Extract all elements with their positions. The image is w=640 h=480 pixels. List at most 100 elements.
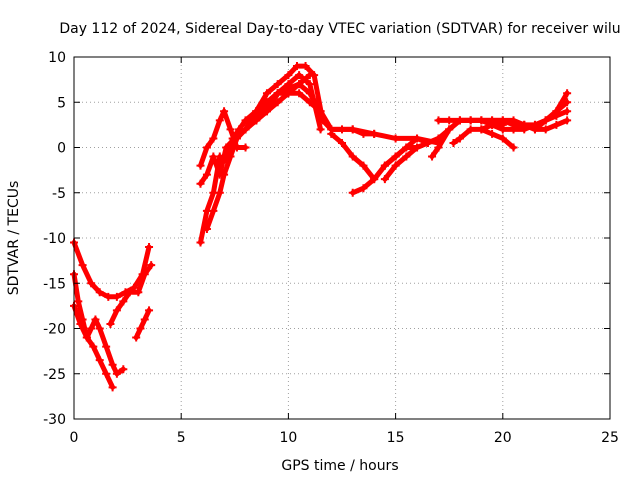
data-point [95, 324, 104, 333]
data-point [108, 383, 117, 392]
data-point [477, 116, 486, 125]
data-point [119, 365, 128, 374]
y-tick-label: 5 [57, 95, 66, 111]
data-point [202, 143, 211, 152]
data-point [488, 120, 497, 129]
data-point [284, 84, 293, 93]
data-point [145, 306, 154, 315]
data-point [391, 161, 400, 170]
data-point [196, 238, 205, 247]
data-point [509, 143, 518, 152]
data-point [273, 98, 282, 107]
data-point [380, 175, 389, 184]
data-point [226, 152, 235, 161]
data-point [466, 116, 475, 125]
data-point [91, 315, 100, 324]
data-point [112, 306, 121, 315]
data-point [509, 116, 518, 125]
data-point [391, 134, 400, 143]
data-point [552, 107, 561, 116]
data-point [295, 89, 304, 98]
data-point [466, 125, 475, 134]
x-tick-label: 20 [494, 430, 512, 446]
series-line-s6 [198, 72, 313, 245]
data-point [273, 89, 282, 98]
data-point [87, 279, 96, 288]
data-point [316, 125, 325, 134]
y-tick-label: -20 [43, 322, 66, 338]
data-point [140, 270, 149, 279]
y-tick-label: -30 [43, 412, 66, 428]
data-point [305, 89, 314, 98]
data-point [147, 261, 156, 270]
data-point [241, 125, 250, 134]
data-point [402, 143, 411, 152]
data-point [449, 138, 458, 147]
data-point [82, 333, 91, 342]
x-axis-label: GPS time / hours [281, 458, 398, 474]
data-point [140, 315, 149, 324]
data-point [262, 98, 271, 107]
data-point [202, 224, 211, 233]
data-point [252, 116, 261, 125]
data-point [434, 116, 443, 125]
x-tick-label: 15 [387, 430, 405, 446]
data-point [530, 125, 539, 134]
data-point [196, 161, 205, 170]
series-line-s1 [71, 240, 152, 300]
data-point [509, 125, 518, 134]
data-point [136, 324, 145, 333]
data-point [78, 261, 87, 270]
data-point [106, 319, 115, 328]
data-point [359, 161, 368, 170]
data-point [520, 120, 529, 129]
data-point [102, 342, 111, 351]
data-point [301, 62, 310, 71]
data-point [222, 143, 231, 152]
x-tick-label: 0 [70, 430, 79, 446]
y-tick-label: 0 [57, 141, 66, 157]
data-point [112, 369, 121, 378]
data-point [563, 107, 572, 116]
data-point [316, 107, 325, 116]
data-point [338, 138, 346, 147]
data-point [455, 116, 464, 125]
x-tick-label: 5 [177, 430, 186, 446]
data-point [209, 152, 218, 161]
data-point [455, 134, 464, 143]
data-point [262, 89, 271, 98]
data-point [292, 62, 301, 71]
chart-title: Day 112 of 2024, Sidereal Day-to-day VTE… [59, 21, 620, 37]
data-point [119, 297, 128, 306]
y-tick-label: -10 [43, 231, 66, 247]
data-point [563, 98, 572, 107]
data-point [391, 152, 400, 161]
data-point [327, 129, 336, 138]
data-point [196, 179, 205, 188]
y-tick-label: -25 [43, 367, 66, 383]
data-point [104, 292, 113, 301]
data-point [552, 120, 561, 129]
data-point [215, 116, 224, 125]
data-point [220, 170, 229, 179]
data-point [295, 80, 304, 89]
data-point [498, 116, 507, 125]
data-point [402, 152, 411, 161]
data-point [498, 134, 507, 143]
data-point [348, 188, 357, 197]
x-tick-label: 10 [279, 430, 297, 446]
data-point [445, 116, 454, 125]
y-tick-label: -15 [43, 276, 66, 292]
data-point [370, 129, 379, 138]
data-point [423, 138, 432, 147]
grid-layer [74, 57, 610, 419]
data-point [305, 80, 314, 89]
data-point [563, 116, 572, 125]
data-point [488, 129, 497, 138]
data-point [202, 170, 211, 179]
data-point [428, 152, 437, 161]
data-point [477, 125, 486, 134]
data-point [134, 288, 143, 297]
data-point [108, 360, 117, 369]
